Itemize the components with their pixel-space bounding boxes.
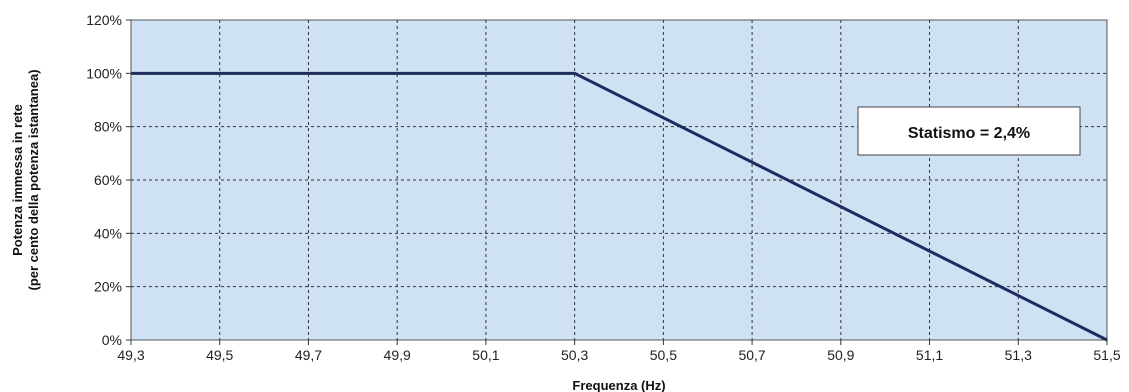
y-axis-title-line2: (per cento della potenza istantanea) xyxy=(26,69,41,290)
x-tick-label: 49,3 xyxy=(117,347,144,363)
x-tick-label: 50,1 xyxy=(472,347,499,363)
annotation-frame xyxy=(857,106,1081,156)
grid-lines xyxy=(131,20,1107,340)
x-tick-label: 49,9 xyxy=(384,347,411,363)
x-axis-title: Frequenza (Hz) xyxy=(572,378,665,392)
y-tick-label: 80% xyxy=(94,119,122,135)
x-tick-label: 51,5 xyxy=(1093,347,1120,363)
y-tick-label: 60% xyxy=(94,172,122,188)
y-tick-label: 0% xyxy=(102,332,122,348)
y-tick-label: 40% xyxy=(94,225,122,241)
x-tick-label: 51,3 xyxy=(1005,347,1032,363)
series-layer xyxy=(131,71,1108,342)
annotation-box: Statismo = 2,4% xyxy=(857,106,1081,156)
y-tick-label: 20% xyxy=(94,279,122,295)
x-tick-label: 49,5 xyxy=(206,347,233,363)
x-tick-label: 50,5 xyxy=(650,347,677,363)
x-tick-label: 50,9 xyxy=(827,347,854,363)
y-axis-title-line1: Potenza immessa in rete xyxy=(10,104,25,256)
annotation-text: Statismo = 2,4% xyxy=(908,125,1030,142)
y-tick-label: 100% xyxy=(86,65,122,81)
y-tick-label: 120% xyxy=(86,12,122,28)
x-tick-label: 51,1 xyxy=(916,347,943,363)
x-axis-ticks: 49,3 49,5 49,7 49,9 50,1 50,3 50,5 50,7 50,9 51,1… xyxy=(117,340,1121,363)
x-tick-label: 50,7 xyxy=(738,347,765,363)
x-tick-label: 49,7 xyxy=(295,347,322,363)
y-axis-ticks: 0% 20% 40% 60% 80% 100% 120% xyxy=(86,12,131,348)
x-tick-label: 50,3 xyxy=(561,347,588,363)
series-line xyxy=(131,71,1108,342)
